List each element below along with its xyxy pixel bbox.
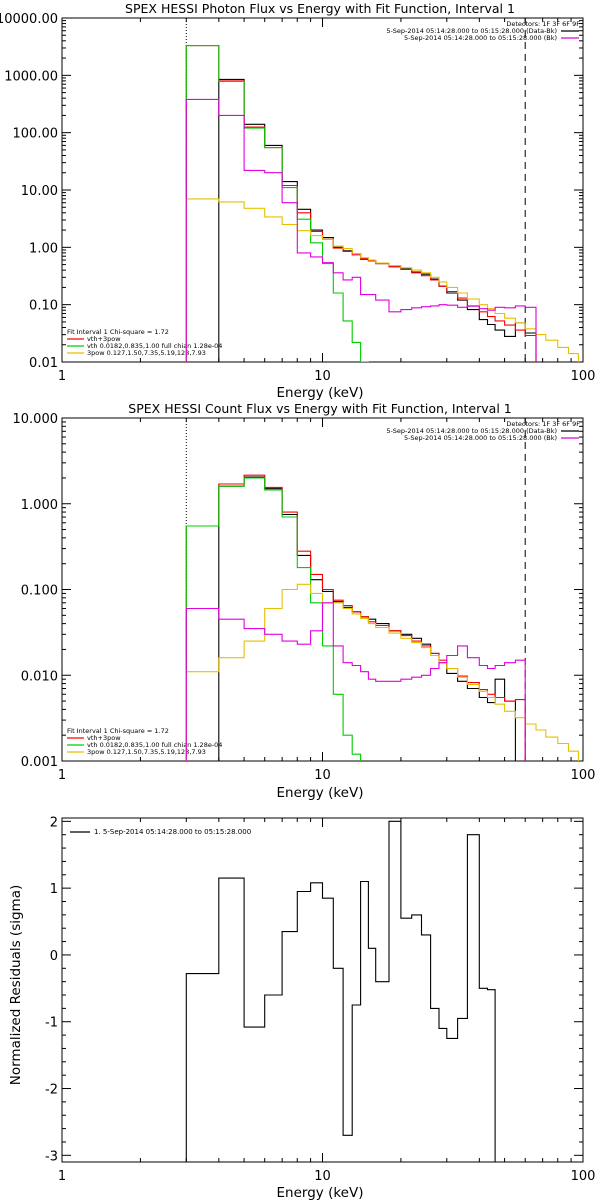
photon-series-5-sep-2014-05-14-28-000-to-05-15-28-000-data-bk <box>218 78 537 362</box>
count-flux-fit-legend: Fit Interval 1 Chi-square = 1.72vth+3pow… <box>67 727 222 756</box>
residuals-y-axis-label: Normalized Residuals (sigma) <box>8 885 24 1086</box>
count-y-tick-label: 0.001 <box>21 755 58 770</box>
residuals-series-1-5-sep-2014-05-14-28-000-to-05-15-28-000 <box>185 820 496 1162</box>
residuals-x-tick-label: 10 <box>314 1169 331 1184</box>
count-y-tick-label: 10.000 <box>13 412 59 427</box>
count-series-vth <box>185 477 362 761</box>
count-info-legend-text: 5-Sep-2014 05:14:28.000 to 05:15:28.000 … <box>404 434 557 442</box>
photon-fit-legend-text: vth+3pow <box>87 335 121 343</box>
count-fit-legend-text: 3pow 0.127,1.50,7.35,5.19,128,7.93 <box>87 748 206 756</box>
photon-series-3pow <box>185 198 579 362</box>
residuals-panel: Energy (keV) Normalized Residuals (sigma… <box>8 815 595 1200</box>
count-info-legend-text: Detectors: 1F 3F 6F 9F <box>506 420 580 428</box>
residuals-plot-frame <box>61 817 584 1163</box>
photon-fit-legend-text: Fit Interval 1 Chi-square = 1.72 <box>67 328 169 336</box>
photon-x-tick-label: 1 <box>58 369 66 384</box>
residuals-y-tick-label: 1 <box>50 882 58 897</box>
photon-flux-x-axis-label: Energy (keV) <box>277 385 364 401</box>
photon-y-tick-label: 0.10 <box>29 299 58 314</box>
photon-plot-frame <box>61 17 584 363</box>
photon-y-tick-label: 100.00 <box>13 127 59 142</box>
photon-series-vth <box>185 45 377 362</box>
photon-info-legend-text: 5-Sep-2014 05:14:28.000 to 05:15:28.000 … <box>404 34 557 42</box>
count-fit-legend-text: Fit Interval 1 Chi-square = 1.72 <box>67 727 169 735</box>
residuals-legend-text: 1. 5-Sep-2014 05:14:28.000 to 05:15:28.0… <box>94 828 251 836</box>
count-info-legend-text: 5-Sep-2014 05:14:28.000 to 05:15:28.000 … <box>386 427 557 435</box>
residuals-y-tick-label: -1 <box>45 1016 58 1031</box>
photon-info-legend-text: 5-Sep-2014 05:14:28.000 to 05:15:28.000 … <box>386 27 557 35</box>
count-flux-info-legend: Detectors: 1F 3F 6F 9F5-Sep-2014 05:14:2… <box>386 420 580 442</box>
photon-y-tick-label: 0.01 <box>29 356 58 371</box>
count-x-tick-label: 1 <box>58 768 66 783</box>
count-y-tick-label: 0.010 <box>21 669 58 684</box>
residuals-x-axis-label: Energy (keV) <box>277 1185 364 1200</box>
count-x-tick-label: 100 <box>571 768 596 783</box>
photon-y-tick-label: 10000.00 <box>0 12 58 27</box>
photon-y-tick-label: 1000.00 <box>4 69 58 84</box>
count-flux-x-axis-label: Energy (keV) <box>277 785 364 801</box>
count-series-3pow <box>185 583 579 761</box>
photon-x-tick-label: 100 <box>571 369 596 384</box>
photon-series-vth-3pow <box>185 45 537 362</box>
count-x-tick-label: 10 <box>314 768 331 783</box>
photon-flux-info-legend: Detectors: 1F 3F 6F 9F5-Sep-2014 05:14:2… <box>386 20 580 42</box>
photon-info-legend-text: Detectors: 1F 3F 6F 9F <box>506 20 580 28</box>
count-flux-panel: SPEX HESSI Count Flux vs Energy with Fit… <box>13 401 596 801</box>
residuals-x-tick-label: 100 <box>571 1169 596 1184</box>
count-flux-title: SPEX HESSI Count Flux vs Energy with Fit… <box>128 401 511 416</box>
residuals-y-tick-label: 0 <box>50 949 58 964</box>
photon-flux-title: SPEX HESSI Photon Flux vs Energy with Fi… <box>125 1 515 16</box>
photon-y-tick-label: 10.00 <box>21 184 58 199</box>
residuals-y-tick-label: 2 <box>50 815 58 830</box>
count-fit-legend-text: vth+3pow <box>87 734 121 742</box>
photon-x-tick-label: 10 <box>314 369 331 384</box>
residuals-y-tick-label: -2 <box>45 1083 58 1098</box>
count-fit-legend-text: vth 0.0182,0.835,1.00 full chian 1.28e-0… <box>87 741 222 749</box>
photon-fit-legend-text: 3pow 0.127,1.50,7.35,5.19,128,7.93 <box>87 349 206 357</box>
photon-series-5-sep-2014-05-14-28-000-to-05-15-28-000-bk <box>185 98 537 362</box>
photon-y-tick-label: 1.00 <box>29 241 58 256</box>
photon-fit-legend-text: vth 0.0182,0.835,1.00 full chian 1.28e-0… <box>87 342 222 350</box>
residuals-x-tick-label: 1 <box>58 1169 66 1184</box>
residuals-legend: 1. 5-Sep-2014 05:14:28.000 to 05:15:28.0… <box>70 828 251 836</box>
photon-flux-fit-legend: Fit Interval 1 Chi-square = 1.72vth+3pow… <box>67 328 222 357</box>
count-y-tick-label: 1.000 <box>21 498 58 513</box>
photon-flux-panel: SPEX HESSI Photon Flux vs Energy with Fi… <box>0 1 595 401</box>
residuals-y-tick-label: -3 <box>45 1149 58 1164</box>
count-series-5-sep-2014-05-14-28-000-to-05-15-28-000-bk <box>185 602 526 761</box>
count-y-tick-label: 0.100 <box>21 584 58 599</box>
count-series-vth-3pow <box>185 474 526 761</box>
